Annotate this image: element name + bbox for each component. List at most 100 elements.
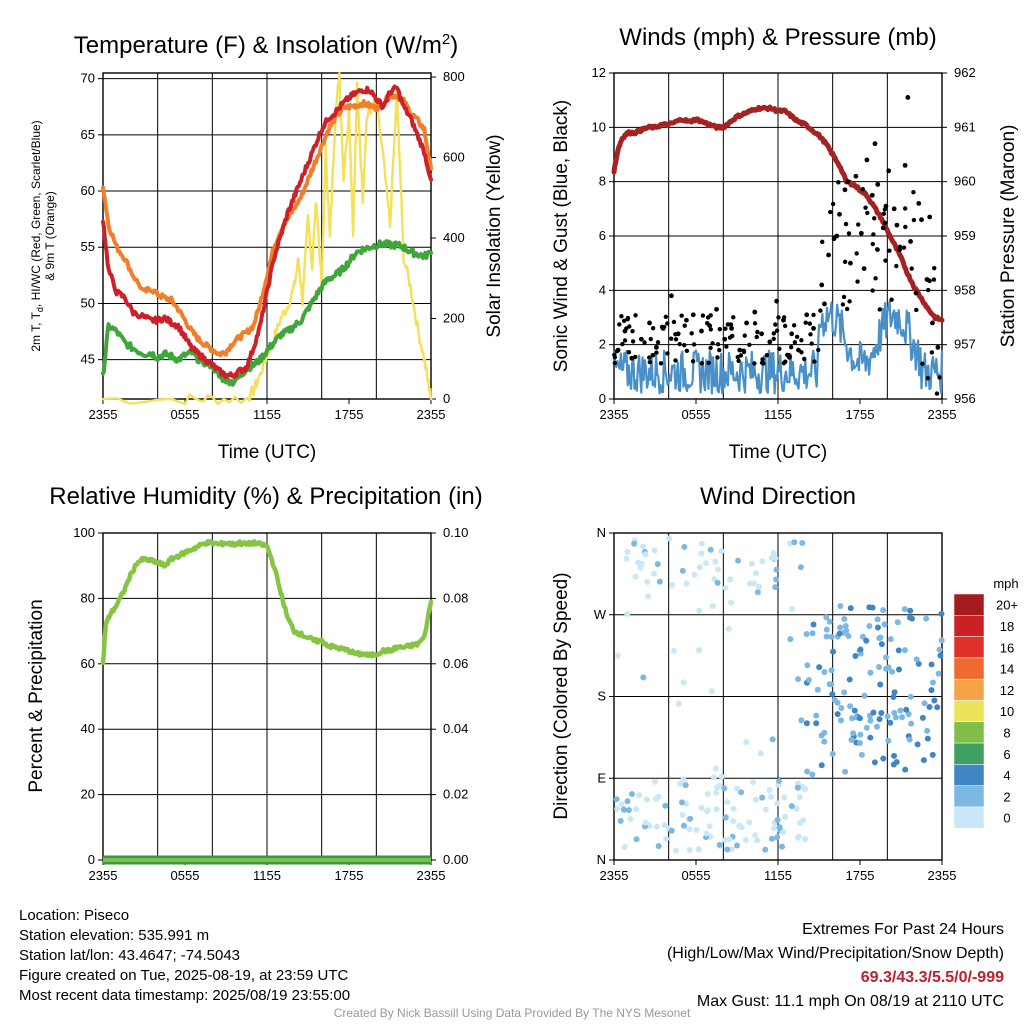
direction-point	[640, 674, 647, 681]
gust-point	[714, 306, 719, 312]
y-tick-label: 6	[599, 228, 606, 243]
nine-meter-temperature-line	[101, 92, 433, 358]
legend-swatch	[953, 700, 985, 723]
gust-point	[754, 334, 759, 340]
gust-point	[863, 205, 868, 210]
legend-label: 20+	[996, 598, 1018, 613]
temperature-y-axis-label: 2m T, Td, HI/WC (Red, Green, Scarlet/Blu…	[29, 120, 45, 351]
gust-point	[816, 347, 821, 353]
gust-point	[679, 313, 684, 318]
gust-point	[881, 211, 887, 216]
direction-point	[651, 570, 658, 577]
direction-point	[870, 709, 877, 716]
gust-point	[812, 359, 817, 364]
direction-point	[651, 547, 658, 554]
direction-point	[845, 632, 852, 639]
direction-point	[632, 573, 639, 580]
gust-point	[872, 216, 877, 221]
recent-data-text: Most recent data timestamp: 2025/08/19 2…	[19, 987, 351, 1004]
direction-point	[614, 652, 621, 659]
direction-point	[680, 822, 687, 829]
direction-point	[679, 811, 686, 818]
direction-point	[857, 731, 864, 738]
gust-point	[871, 232, 876, 237]
direction-point	[874, 624, 881, 631]
direction-point	[895, 647, 902, 654]
direction-point	[852, 653, 859, 660]
gust-point	[935, 344, 941, 350]
direction-point	[762, 846, 769, 853]
gust-point	[673, 332, 678, 337]
direction-point	[887, 719, 894, 726]
direction-point	[713, 806, 720, 813]
right-tick-label: 0.02	[443, 787, 468, 802]
gust-point	[773, 322, 778, 327]
right-tick-label: 800	[443, 69, 465, 84]
speed-color-legend: mph 20+ 18 16 14 12 10 8 6 4 2 0	[953, 576, 1019, 829]
gust-point	[794, 334, 800, 340]
direction-point	[867, 669, 874, 676]
direction-point	[938, 637, 945, 644]
direction-point	[643, 796, 650, 803]
temperature-panel: Temperature (F) & Insolation (W/m2) 2355…	[29, 31, 505, 463]
direction-point	[776, 778, 783, 785]
direction-point	[848, 736, 855, 743]
gust-point	[901, 245, 907, 250]
x-tick-label: 0555	[171, 407, 200, 422]
x-tick-label: 0555	[171, 868, 200, 883]
gust-point	[658, 361, 664, 366]
direction-point	[874, 616, 881, 623]
x-tick-label: 1155	[764, 407, 792, 422]
gust-point	[864, 157, 870, 163]
y-tick-label: 2	[599, 337, 606, 352]
gust-point	[897, 244, 903, 249]
gust-point	[782, 323, 788, 329]
gust-point	[914, 307, 919, 313]
gust-point	[752, 321, 758, 326]
direction-point	[756, 583, 763, 590]
direction-point	[836, 630, 843, 637]
gust-point	[861, 266, 867, 271]
gust-point	[627, 324, 632, 329]
x-tick-label: 1755	[335, 407, 364, 422]
direction-point	[709, 603, 716, 610]
gust-point	[873, 276, 878, 281]
gust-point	[870, 288, 875, 293]
legend-swatch	[953, 657, 985, 680]
direction-point	[788, 803, 795, 810]
gust-point	[874, 247, 880, 252]
winds-x-axis-label: Time (UTC)	[729, 442, 828, 463]
direction-point	[882, 654, 889, 661]
direction-point	[686, 846, 693, 853]
right-tick-label: 961	[954, 119, 976, 134]
legend-swatch	[953, 742, 985, 765]
y-tick-label: 50	[81, 295, 95, 310]
credit-text: Created By Nick Bassill Using Data Provi…	[333, 1006, 691, 1020]
gust-point	[781, 315, 787, 320]
elevation-text: Station elevation: 535.991 m	[19, 927, 210, 944]
gust-point	[846, 231, 852, 236]
gust-point	[654, 350, 659, 355]
direction-point	[621, 844, 628, 851]
direction-point	[678, 799, 685, 806]
direction-point	[803, 720, 810, 727]
gust-point	[648, 336, 653, 342]
direction-point	[901, 647, 908, 654]
gust-point	[891, 206, 897, 212]
direction-point	[735, 557, 742, 564]
gust-point	[882, 220, 888, 226]
direction-point	[826, 681, 833, 688]
gust-point	[854, 251, 859, 256]
direction-point	[924, 727, 931, 734]
direction-point	[642, 551, 649, 558]
direction-point	[791, 539, 798, 546]
direction-point	[878, 710, 885, 717]
x-tick-label: 2355	[600, 868, 629, 883]
direction-point	[782, 814, 789, 821]
direction-point	[710, 774, 717, 781]
direction-point	[672, 847, 679, 854]
winds-panel-title: Winds (mph) & Pressure (mb)	[619, 24, 936, 51]
direction-point	[781, 794, 788, 801]
direction-point	[654, 561, 661, 568]
temperature-x-axis-label: Time (UTC)	[218, 442, 317, 463]
